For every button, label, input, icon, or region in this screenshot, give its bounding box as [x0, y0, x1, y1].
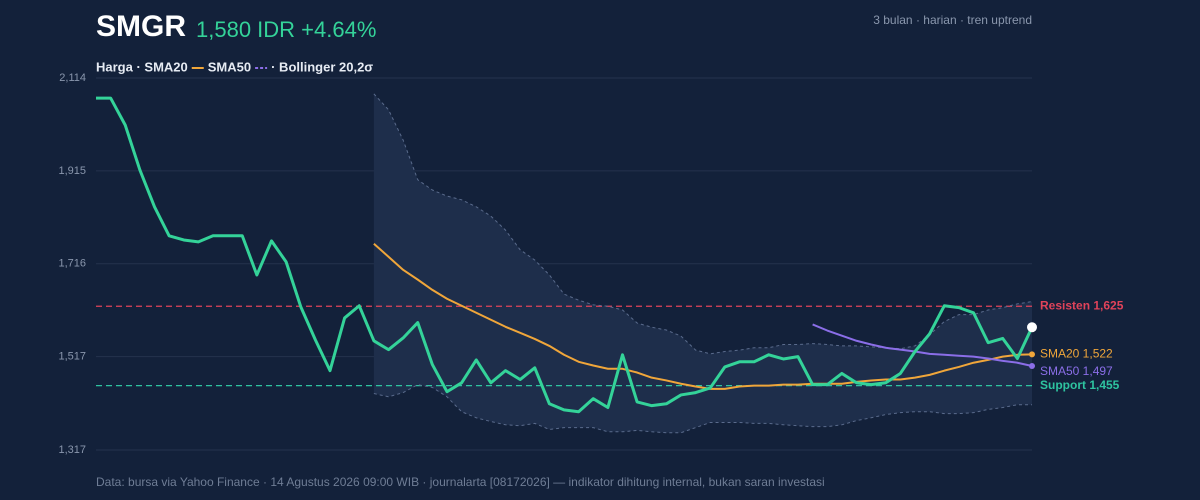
series-line: [812, 323, 1033, 367]
end-label: SMA50 1,497: [1040, 364, 1113, 378]
chart-subtitle: 1,580 IDR +4.64%: [196, 17, 376, 42]
y-tick-label: 1,517: [58, 351, 86, 363]
bollinger-band: [373, 93, 1032, 433]
y-tick-label: 1,317: [58, 444, 86, 456]
legend-label: Harga · SMA20: [96, 59, 188, 74]
source-note: Data: bursa via Yahoo Finance · 14 Agust…: [96, 475, 825, 489]
chart-note: 3 bulan · harian · tren uptrend: [873, 13, 1032, 27]
y-tick-label: 2,114: [59, 72, 86, 84]
y-tick-label: 1,915: [58, 165, 86, 177]
level-label: Resisten 1,625: [1040, 298, 1124, 312]
last-price-dot: [1027, 322, 1037, 333]
end-dot: [1029, 351, 1035, 358]
level-label: Support 1,455: [1040, 378, 1120, 392]
series-line: [373, 242, 1033, 390]
end-dot: [1029, 362, 1035, 369]
legend-label: SMA50: [208, 59, 251, 74]
y-tick-label: 1,716: [58, 258, 86, 270]
series-line: [96, 96, 1034, 414]
chart-title: SMGR: [96, 10, 186, 43]
end-label: SMA20 1,522: [1040, 346, 1113, 360]
legend-label: · Bollinger 20,2σ: [271, 59, 373, 74]
